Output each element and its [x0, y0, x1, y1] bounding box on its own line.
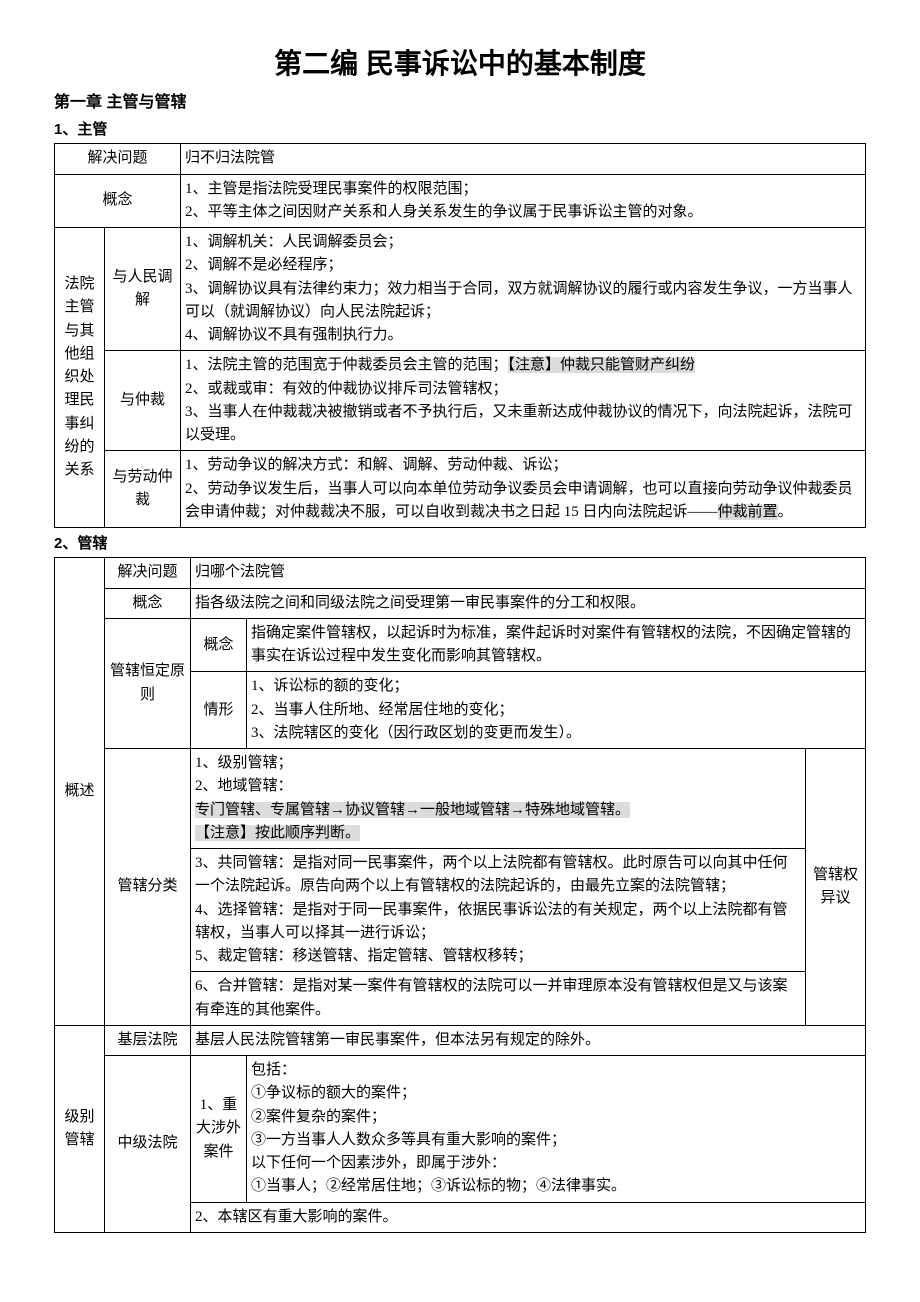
t2-r5b: 基层法院	[105, 1025, 191, 1055]
t2-r6b: 中级法院	[105, 1056, 191, 1233]
t2-r6c1: 包括： ①争议标的额大的案件； ②案件复杂的案件； ③一方当事人人数众多等具有重…	[247, 1056, 866, 1203]
t2-r2c: 指各级法院之间和同级法院之间受理第一审民事案件的分工和权限。	[191, 588, 866, 618]
t2-r3b2: 情形	[191, 672, 247, 749]
t2-r4c1: 1、级别管辖； 2、地域管辖： 专门管辖、专属管辖→协议管辖→一般地域管辖→特殊…	[191, 749, 806, 849]
t2-r4c3: 6、合并管辖：是指对某一案件有管辖权的法院可以一并审理原本没有管辖权但是又与该案…	[191, 972, 806, 1026]
section1-heading: 1、主管	[54, 118, 866, 141]
t1-r2c2: 1、主管是指法院受理民事案件的权限范围； 2、平等主体之间因财产关系和人身关系发…	[181, 174, 866, 228]
t2-r4b: 管辖分类	[105, 749, 191, 1026]
t2-r3b: 管辖恒定原则	[105, 618, 191, 748]
t1-r5c: 1、劳动争议的解决方式：和解、调解、劳动仲裁、诉讼； 2、劳动争议发生后，当事人…	[181, 451, 866, 528]
t2-sideA: 概述	[55, 558, 105, 1026]
t2-sideB: 级别管辖	[55, 1025, 105, 1232]
t1-r4b: 与仲裁	[105, 351, 181, 451]
t2-r1c: 归哪个法院管	[191, 558, 866, 588]
t1-r2c1: 概念	[55, 174, 181, 228]
t2-r6c2: 2、本辖区有重大影响的案件。	[191, 1202, 866, 1232]
t1-r1c2: 归不归法院管	[181, 144, 866, 174]
t1-sidelabel: 法院主管与其他组织处理民事纠纷的关系	[55, 228, 105, 528]
page-title: 第二编 民事诉讼中的基本制度	[54, 42, 866, 85]
t2-r6b1: 1、重大涉外案件	[191, 1056, 247, 1203]
chapter-heading: 第一章 主管与管辖	[54, 91, 866, 116]
t2-r3c2: 1、诉讼标的额的变化； 2、当事人住所地、经常居住地的变化； 3、法院辖区的变化…	[247, 672, 866, 749]
t2-r5c: 基层人民法院管辖第一审民事案件，但本法另有规定的除外。	[191, 1025, 866, 1055]
t1-r1c1: 解决问题	[55, 144, 181, 174]
t2-r1b: 解决问题	[105, 558, 191, 588]
t1-r5b: 与劳动仲裁	[105, 451, 181, 528]
t1-r3b: 与人民调解	[105, 228, 181, 351]
t2-r3c1: 指确定案件管辖权，以起诉时为标准，案件起诉时对案件有管辖权的法院，不因确定管辖的…	[247, 618, 866, 672]
section2-heading: 2、管辖	[54, 532, 866, 555]
t1-r4c: 1、法院主管的范围宽于仲裁委员会主管的范围；【注意】仲裁只能管财产纠纷2、或裁或…	[181, 351, 866, 451]
t2-r2b: 概念	[105, 588, 191, 618]
t1-r3c: 1、调解机关：人民调解委员会； 2、调解不是必经程序； 3、调解协议具有法律约束…	[181, 228, 866, 351]
t2-r4c2: 3、共同管辖：是指对同一民事案件，两个以上法院都有管辖权。此时原告可以向其中任何…	[191, 849, 806, 972]
t2-rightlabel: 管辖权异议	[805, 749, 865, 1026]
table-zhuguan: 解决问题 归不归法院管 概念 1、主管是指法院受理民事案件的权限范围； 2、平等…	[54, 143, 866, 528]
t2-r3b1: 概念	[191, 618, 247, 672]
table-guanxia: 概述 解决问题 归哪个法院管 概念 指各级法院之间和同级法院之间受理第一审民事案…	[54, 557, 866, 1233]
